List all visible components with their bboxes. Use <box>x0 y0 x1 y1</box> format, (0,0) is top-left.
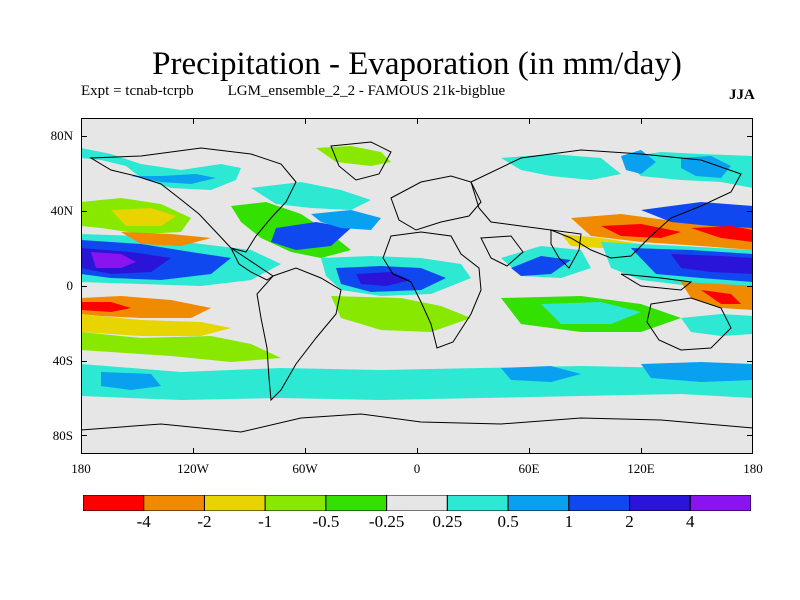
lon-label-120w: 120W <box>177 461 209 476</box>
lon-label-180e: 180 <box>743 461 763 476</box>
colorbar-swatch <box>568 495 631 511</box>
colorbar-swatch <box>446 495 509 511</box>
colorbar-label: 0.25 <box>432 512 463 531</box>
contour-east-pacific-south-red <box>81 302 131 312</box>
coastline-greenland <box>330 141 392 181</box>
colorbar-swatch <box>325 495 388 511</box>
colorbar-label: -4 <box>136 512 151 531</box>
contour-maritime-indigo <box>671 254 753 274</box>
coastline-australia <box>646 297 732 351</box>
colorbar-label: 4 <box>686 512 695 531</box>
colorbar-swatch <box>143 495 205 511</box>
colorbar-swatch <box>83 495 145 511</box>
lon-label-180w: 180 <box>71 461 91 476</box>
colorbar-label: 0.5 <box>497 512 519 531</box>
contour-east-asia-red <box>601 224 681 238</box>
experiment-label: Expt = tcnab-tcrpb <box>81 83 194 99</box>
lat-label-80n: 80N <box>50 128 73 143</box>
coastline-india <box>550 229 582 269</box>
axis-ticks <box>81 118 753 454</box>
contour-indian-blue <box>511 256 571 276</box>
colorbar-swatch <box>203 495 266 511</box>
lon-label-60e: 60E <box>518 461 540 476</box>
season-label: JJA <box>729 87 755 103</box>
coastline-antarctica <box>81 413 753 433</box>
contour-siberia-blue <box>621 150 656 174</box>
coastline-asia <box>470 149 742 259</box>
coastline-central-america <box>229 246 274 281</box>
lat-label-80s: 80S <box>52 428 73 443</box>
contour-south-pacific-green <box>81 332 281 362</box>
contour-east-pacific-south-orange <box>81 296 211 318</box>
ensemble-label: LGM_ensemble_2_2 - FAMOUS 21k-bigblue <box>227 83 506 99</box>
contour-arctic-pacific-blue <box>131 174 216 184</box>
lon-label-120e: 120E <box>627 461 655 476</box>
contour-east-pacific-south-yellow <box>81 314 231 336</box>
map-plot <box>81 118 753 454</box>
contour-south-indian-cyan <box>541 302 641 324</box>
colorbar-label: -0.5 <box>312 512 340 531</box>
coastlines <box>81 141 753 433</box>
contour-north-atlantic-cyan <box>311 210 381 230</box>
colorbar-swatch <box>507 495 570 511</box>
lon-label-0: 0 <box>413 461 421 476</box>
contour-southern-ocean-blue-2 <box>641 362 753 382</box>
coastline-europe <box>390 175 482 231</box>
colorbar <box>83 495 751 511</box>
contour-north-pacific-east-orange <box>691 226 753 242</box>
colorbar-swatch <box>689 495 751 511</box>
contour-north-pacific-east-blue <box>641 202 753 228</box>
contour-north-atlantic-blue <box>271 222 351 250</box>
contour-arctic-east-blue <box>681 156 731 178</box>
plot-title: Precipitation - Evaporation (in mm/day) <box>152 46 682 82</box>
coastline-africa <box>382 231 482 349</box>
contour-pacific-tropical-violet <box>91 252 136 268</box>
contour-southern-ocean-blue <box>501 366 581 382</box>
colorbar-label: 1 <box>564 512 574 531</box>
colorbar-label: -0.25 <box>368 512 405 531</box>
contour-pacific-north-orange <box>121 232 211 246</box>
colorbar-swatch <box>629 495 691 511</box>
colorbar-swatch <box>386 495 448 511</box>
contour-southern-ocean-blue-3 <box>101 372 161 390</box>
contour-australia-cyan <box>681 314 753 336</box>
contour-greenland-green <box>316 146 391 166</box>
coastline-indonesia <box>620 273 693 291</box>
contour-south-atlantic-green <box>331 296 471 332</box>
contour-sw-pacific-red <box>701 290 741 304</box>
lat-label-equator: 0 <box>66 278 74 293</box>
colorbar-label: -1 <box>258 512 273 531</box>
contour-southern-ocean-cyan <box>81 364 753 400</box>
coastline-south-america <box>256 267 342 402</box>
coastline-arabia <box>480 235 524 267</box>
contour-pacific-north-yellow <box>111 208 176 226</box>
plot-subtitle: Expt = tcnab-tcrpb LGM_ensemble_2_2 - FAM… <box>81 83 505 100</box>
lat-label-40n: 40N <box>50 203 73 218</box>
lon-label-60w: 60W <box>292 461 318 476</box>
lat-label-40s: 40S <box>52 353 73 368</box>
colorbar-swatch <box>264 495 327 511</box>
coastline-north-america <box>89 147 297 253</box>
contour-siberia-cyan <box>501 154 621 180</box>
contour-atlantic-north-cyan <box>251 182 371 210</box>
colorbar-label: 2 <box>625 512 634 531</box>
colorbar-label: -2 <box>197 512 212 531</box>
